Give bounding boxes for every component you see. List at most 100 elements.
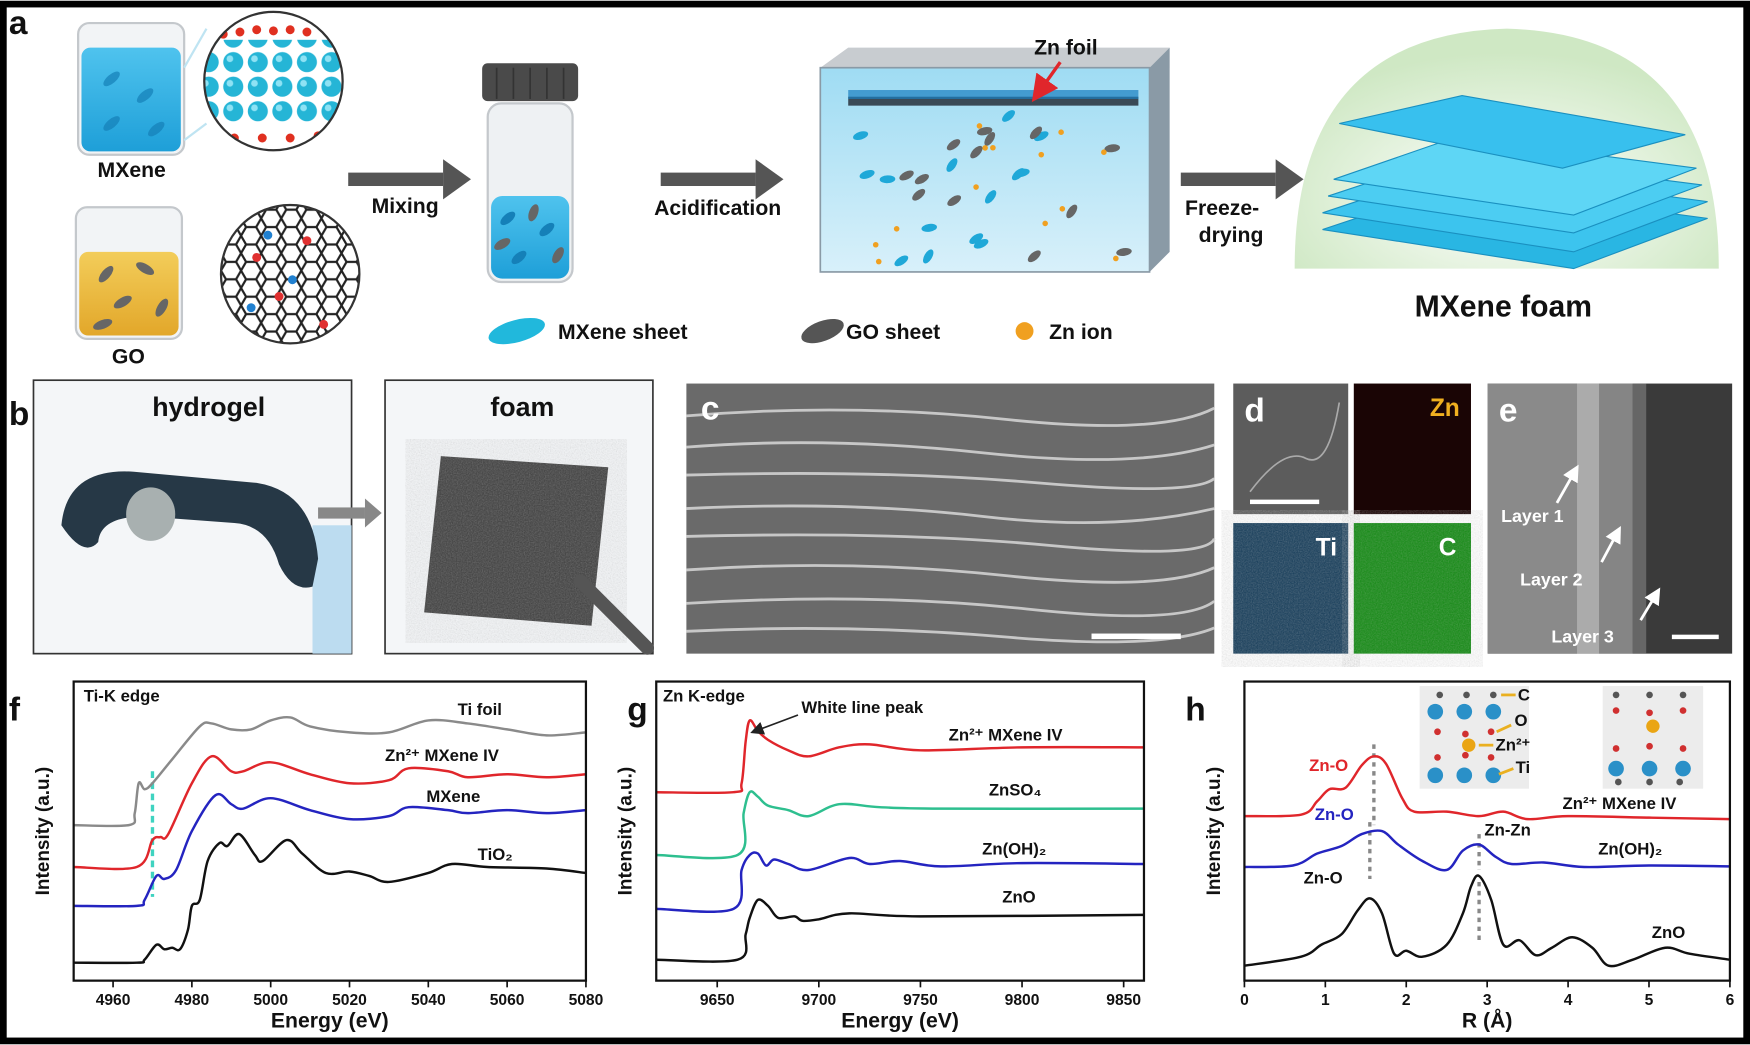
- mixed-vial: [482, 63, 579, 284]
- zn-ion-icon: [872, 241, 879, 248]
- y-axis-label: Intensity (a.u.): [616, 767, 637, 896]
- plot-frame: [72, 680, 588, 982]
- go-sheet-icon: [977, 127, 993, 136]
- x-tick-label: 9700: [801, 992, 836, 1009]
- series-label-zno: ZnO: [1002, 888, 1035, 907]
- zn-foil-arrow-icon: [1031, 61, 1062, 103]
- mxene-sheet-icon: [1034, 131, 1049, 142]
- inset-label-zn: Zn²⁺: [1496, 736, 1531, 755]
- chart-f: 4960 4980 5000 5020 5040 5060 5080 Energy (eV) I…: [33, 680, 604, 1033]
- series-label-tio2: TiO₂: [478, 845, 513, 864]
- x-tick-label: 1: [1321, 992, 1330, 1009]
- x-tick-label: 9800: [1005, 992, 1040, 1009]
- scale-bar: [1091, 633, 1181, 640]
- layer-2-label: Layer 2: [1520, 570, 1583, 590]
- go-sheet-icon: [1066, 204, 1078, 219]
- plot-frame: [655, 680, 1146, 982]
- x-tick-label: 4980: [175, 992, 210, 1009]
- go-sheet-icon: [1027, 250, 1041, 263]
- go-sheet-icon: [899, 170, 914, 181]
- acidification-tank: [819, 47, 1170, 273]
- zn-ion-icon: [1101, 149, 1107, 155]
- mxene-sheet-icon: [923, 249, 934, 264]
- white-line-peak-annotation: White line peak: [801, 698, 924, 717]
- go-beaker: [74, 206, 184, 341]
- peak-label-zn-o-blue: Zn-O: [1315, 805, 1354, 824]
- x-tick-label: 4: [1564, 992, 1573, 1009]
- go-sheet-icon: [984, 132, 996, 146]
- peak-label-zn-zn: Zn-Zn: [1484, 821, 1530, 840]
- y-axis-label: Intensity (a.u.): [33, 767, 54, 896]
- zn-ion-icon: [990, 144, 996, 151]
- freeze-drying-arrow-icon: [1180, 159, 1304, 200]
- mxene-sheet-icon: [853, 131, 869, 141]
- x-tick-label: 4960: [96, 992, 131, 1009]
- series-line: [1244, 755, 1730, 821]
- x-tick-label: 0: [1240, 992, 1249, 1009]
- go-sheet-icon: [946, 139, 961, 151]
- y-axis-label: Intensity (a.u.): [1204, 767, 1225, 896]
- mxene-sheet-icon: [488, 317, 545, 345]
- series-label-zn-mxene: Zn²⁺ MXene IV: [949, 726, 1064, 745]
- x-tick-label: 9650: [700, 992, 735, 1009]
- mxene-sheet-icon: [921, 223, 937, 232]
- peak-label-zn-o-red: Zn-O: [1309, 756, 1348, 775]
- inset-label-ti: Ti: [1516, 758, 1531, 777]
- mixing-arrow-icon: [348, 159, 471, 200]
- series-label-mxene: MXene: [426, 787, 480, 806]
- arrow-icon: [318, 498, 382, 528]
- mxene-beaker: [77, 21, 186, 156]
- x-axis-label: Energy (eV): [841, 1010, 959, 1033]
- mxene-foam-illustration: [1294, 28, 1719, 270]
- eds-map-zn: [1353, 383, 1471, 515]
- series-label-zn-mxene: Zn²⁺ MXene IV: [1563, 794, 1678, 813]
- panel-c-sem-image: c: [686, 383, 1216, 654]
- peak-label-zn-o-black: Zn-O: [1304, 869, 1343, 888]
- foam-label: foam: [490, 392, 554, 422]
- freeze-drying-label-2: drying: [1199, 224, 1264, 247]
- sem-image: [1233, 383, 1349, 515]
- series-label-zn-mxene: Zn²⁺ MXene IV: [385, 746, 500, 765]
- series-line: [656, 851, 1144, 913]
- x-tick-label: 5080: [569, 992, 604, 1009]
- annotation-arrow-icon: [750, 714, 799, 735]
- zn-ion-icon: [1113, 255, 1119, 262]
- panel-a: a MXene GO Mixing: [9, 5, 1719, 368]
- zn-ion-icon: [973, 184, 979, 190]
- crystal-structure-inset: C O Zn²⁺ Ti: [1419, 686, 1704, 789]
- mxene-sheet-icon: [969, 233, 984, 245]
- go-structure-zoom: [219, 203, 361, 345]
- freeze-drying-label-1: Freeze-: [1185, 197, 1259, 220]
- series-line: [656, 790, 1144, 860]
- layer-3-label: Layer 3: [1551, 626, 1614, 646]
- mxene-sheet-icon: [894, 255, 909, 267]
- hydrogel-label: hydrogel: [152, 392, 265, 422]
- panel-label-g: g: [627, 692, 647, 729]
- x-tick-label: 6: [1726, 992, 1735, 1009]
- legend: MXene sheet GO sheet Zn ion: [488, 317, 1113, 345]
- zn-ion-icon: [976, 123, 983, 129]
- series-label-zno: ZnO: [1652, 923, 1685, 942]
- series-label-ti-foil: Ti foil: [458, 700, 502, 719]
- mxene-foam-label: MXene foam: [1415, 291, 1592, 324]
- go-sheet-icon: [1029, 126, 1043, 140]
- layer-1-label: Layer 1: [1501, 506, 1564, 526]
- x-tick-label: 9850: [1106, 992, 1141, 1009]
- panel-b: b hydrogel foam: [9, 379, 655, 655]
- zn-ion-icon: [893, 225, 900, 232]
- arrow-icon: [1639, 587, 1661, 621]
- series-line: [73, 792, 587, 908]
- legend-go-sheet: GO sheet: [846, 321, 940, 344]
- mxene-sheet-icon: [859, 169, 875, 179]
- arrow-icon: [1600, 525, 1621, 563]
- acidification-arrow-icon: [660, 159, 784, 200]
- zn-ion-icon: [1058, 129, 1064, 135]
- series-line: [73, 755, 587, 871]
- mixing-label: Mixing: [372, 195, 439, 218]
- go-sheet-icon: [970, 145, 983, 159]
- legend-mxene-sheet: MXene sheet: [558, 321, 688, 344]
- x-tick-label: 5040: [411, 992, 446, 1009]
- mxene-sheet-icon: [984, 190, 997, 204]
- scale-bar: [1671, 634, 1719, 640]
